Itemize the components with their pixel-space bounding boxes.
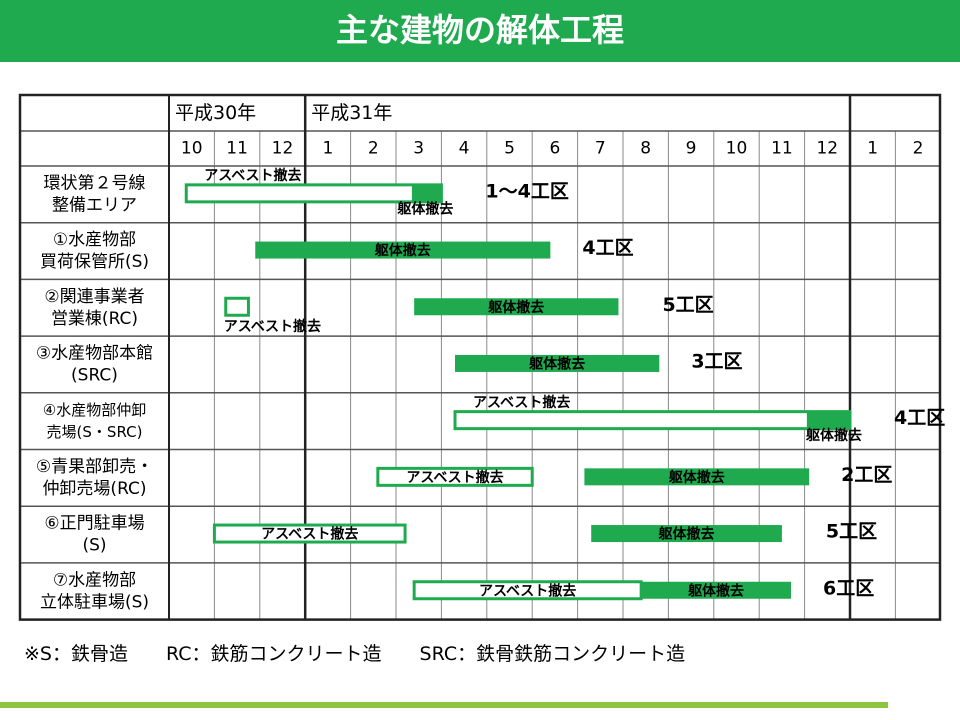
- month-tick-label: 2: [368, 139, 379, 159]
- demolition-bar: [414, 298, 619, 316]
- asbestos-label: アスベスト撤去: [261, 526, 358, 543]
- row-label: 営業棟(RC): [51, 309, 138, 329]
- month-tick-label: 10: [181, 139, 203, 159]
- asbestos-bar: [184, 183, 443, 204]
- row-label: 買荷保管所(S): [40, 252, 149, 272]
- title-bar: [0, 0, 960, 62]
- row-label: ⑥正門駐車場: [44, 514, 144, 534]
- zone-label: 2工区: [841, 464, 892, 486]
- row-label: (SRC): [71, 365, 118, 385]
- month-tick-label: 6: [549, 139, 560, 159]
- demolition-bar: [411, 184, 442, 202]
- zone-label: 4工区: [894, 407, 945, 429]
- asbestos-label: アスベスト撤去: [473, 394, 570, 411]
- row-label: 売場(S・SRC): [47, 423, 143, 441]
- asbestos-bar: [212, 523, 407, 544]
- asbestos-bar: [376, 466, 534, 487]
- demolition-label: 躯体撤去: [658, 526, 715, 543]
- demolition-label: 躯体撤去: [805, 427, 862, 444]
- month-tick-label: 3: [413, 139, 424, 159]
- bottom-accent-line: [0, 702, 888, 708]
- zone-label: 5工区: [826, 521, 877, 543]
- row-label: (S): [82, 536, 106, 556]
- asbestos-bar: [224, 296, 250, 317]
- year-header: 平成31年: [311, 102, 392, 124]
- month-tick-label: 5: [504, 139, 515, 159]
- demolition-label: 躯体撤去: [687, 582, 744, 599]
- zone-label: 4工区: [582, 237, 633, 259]
- structure-footnote: ※S：鉄骨造 RC：鉄筋コンクリート造 SRC：鉄骨鉄筋コンクリート造: [24, 643, 686, 665]
- asbestos-label: アスベスト撤去: [479, 582, 576, 599]
- month-tick-label: 11: [771, 139, 793, 159]
- chart-frame: [18, 93, 942, 621]
- month-tick-label: 9: [686, 139, 697, 159]
- month-tick-label: 12: [272, 139, 294, 159]
- row-label: ⑦水産物部: [53, 570, 136, 590]
- demolition-label: 躯体撤去: [487, 299, 544, 316]
- month-tick-label: 1: [322, 139, 333, 159]
- zone-label: 6工区: [823, 577, 874, 599]
- page-title: 主な建物の解体工程: [335, 11, 624, 49]
- zone-label: 5工区: [662, 294, 713, 316]
- asbestos-bar: [453, 410, 852, 431]
- asbestos-label: アスベスト撤去: [224, 318, 321, 335]
- zone-label: 1～4工区: [485, 180, 568, 202]
- row-label: ②関連事業者: [44, 287, 144, 307]
- row-label: 立体駐車場(S): [40, 592, 149, 612]
- row-label: 環状第２号線: [44, 173, 146, 193]
- row-label: 整備エリア: [52, 195, 137, 215]
- demolition-label: 躯体撤去: [374, 242, 431, 259]
- demolition-bar: [584, 468, 810, 486]
- demolition-label: 躯体撤去: [668, 469, 725, 486]
- row-label: ④水産物部仲卸: [43, 401, 146, 419]
- month-tick-label: 7: [595, 139, 606, 159]
- demolition-bar: [806, 411, 850, 429]
- month-tick-label: 4: [459, 139, 470, 159]
- demolition-bar: [591, 525, 782, 543]
- row-label: ⑤青果部卸売・: [36, 457, 153, 477]
- month-tick-label: 11: [226, 139, 248, 159]
- row-label: ①水産物部: [53, 230, 136, 250]
- year-header: 平成30年: [175, 102, 256, 124]
- month-tick-label: 10: [726, 139, 748, 159]
- row-label: ③水産物部本館: [36, 343, 153, 363]
- demolition-bar: [255, 241, 551, 259]
- asbestos-label: アスベスト撤去: [406, 469, 503, 486]
- zone-label: 3工区: [691, 350, 742, 372]
- month-tick-label: 12: [816, 139, 838, 159]
- month-tick-label: 2: [913, 139, 924, 159]
- demolition-bar: [641, 581, 791, 599]
- demolition-label: 躯体撤去: [528, 355, 585, 372]
- demolition-bar: [455, 354, 660, 372]
- month-tick-label: 8: [640, 139, 651, 159]
- asbestos-label: アスベスト撤去: [204, 167, 301, 184]
- month-tick-label: 1: [867, 139, 878, 159]
- row-label: 仲卸売場(RC): [42, 479, 146, 499]
- demolition-label: 躯体撤去: [396, 200, 453, 217]
